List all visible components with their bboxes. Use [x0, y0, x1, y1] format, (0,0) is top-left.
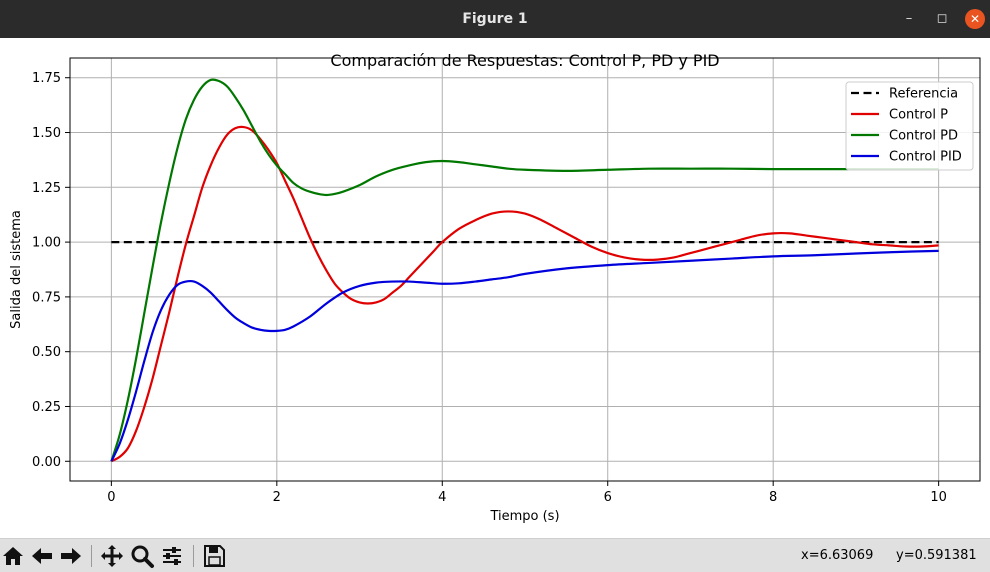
plot-frame: [69, 57, 981, 482]
cursor-y-readout: y=0.591381: [896, 548, 977, 563]
x-tick-label: 2: [273, 490, 281, 505]
y-tick-label: 0.00: [32, 455, 61, 470]
cursor-x-readout: x=6.63069: [801, 548, 874, 563]
figure-canvas: Comparación de Respuestas: Control P, PD…: [0, 38, 990, 538]
grid: [70, 58, 980, 481]
legend-item-control-p: Control P: [889, 108, 948, 123]
x-tick-label: 8: [769, 490, 777, 505]
home-icon[interactable]: [0, 543, 26, 569]
x-tick-label: 6: [604, 490, 612, 505]
y-tick-label: 0.75: [32, 290, 61, 305]
y-tick-label: 0.25: [32, 400, 61, 415]
legend-item-control-pd: Control PD: [889, 129, 958, 144]
ticks: 0 2 4 6 8 10 0.00 0.25 0.50 0.75 1.00 1.25 1.50 1.75: [32, 71, 947, 505]
minimize-icon[interactable]: –: [905, 11, 913, 26]
x-tick-label: 4: [438, 490, 446, 505]
back-arrow-icon[interactable]: [29, 543, 55, 569]
x-tick-label: 0: [107, 490, 115, 505]
y-tick-label: 0.50: [32, 345, 61, 360]
pan-icon[interactable]: [99, 543, 125, 569]
legend-item-referencia: Referencia: [889, 87, 958, 102]
window-title: Figure 1: [462, 11, 528, 27]
window-titlebar: Figure 1 – ◻ ✕: [0, 0, 990, 38]
maximize-icon[interactable]: ◻: [936, 11, 948, 26]
y-tick-label: 1.25: [32, 181, 61, 196]
y-tick-label: 1.75: [32, 71, 61, 86]
y-tick-label: 1.50: [32, 126, 61, 141]
forward-arrow-icon[interactable]: [58, 543, 84, 569]
control-pid-series: [110, 249, 939, 462]
subplots-icon[interactable]: [159, 543, 185, 569]
legend-item-control-pid: Control PID: [889, 150, 962, 165]
control-pd-series: [110, 78, 939, 462]
legend-box: [845, 81, 974, 171]
x-tick-label: 10: [930, 490, 947, 505]
y-tick-label: 1.00: [32, 236, 61, 251]
y-axis-label: Salida del sistema: [9, 210, 24, 329]
zoom-icon[interactable]: [129, 543, 155, 569]
save-icon[interactable]: [201, 543, 227, 569]
close-icon[interactable]: ✕: [965, 9, 985, 29]
chart-title: Comparación de Respuestas: Control P, PD…: [330, 51, 719, 70]
x-axis-label: Tiempo (s): [489, 509, 559, 524]
series-layer: [110, 78, 939, 463]
legend: Referencia Control P Control PD Control PID: [845, 81, 974, 171]
toolbar-separator: [193, 545, 194, 567]
navigation-toolbar: x=6.63069 y=0.591381: [0, 538, 990, 572]
control-p-series: [110, 125, 939, 463]
line-chart: Comparación de Respuestas: Control P, PD…: [9, 51, 981, 524]
toolbar-separator: [91, 545, 92, 567]
